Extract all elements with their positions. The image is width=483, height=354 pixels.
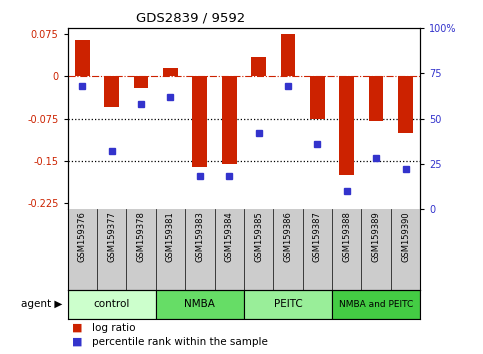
Text: GSM159384: GSM159384 (225, 211, 234, 262)
Bar (104, 76, 119, 107)
Text: percentile rank within the sample: percentile rank within the sample (92, 337, 268, 347)
Bar (222, 76, 237, 164)
Text: PEITC: PEITC (273, 299, 302, 309)
Text: GSM159378: GSM159378 (137, 211, 145, 262)
Text: GSM159383: GSM159383 (195, 211, 204, 262)
Bar (369, 76, 384, 121)
Bar (251, 57, 266, 76)
Bar (310, 76, 325, 119)
Text: GSM159376: GSM159376 (78, 211, 87, 262)
Bar (68, 290, 156, 319)
Text: GSM159377: GSM159377 (107, 211, 116, 262)
Text: GSM159388: GSM159388 (342, 211, 351, 262)
Bar (75, 40, 90, 76)
Text: GSM159390: GSM159390 (401, 211, 410, 262)
Bar (332, 290, 420, 319)
Bar (193, 76, 207, 166)
Text: GDS2839 / 9592: GDS2839 / 9592 (136, 12, 246, 25)
Bar (398, 76, 413, 133)
Bar (163, 68, 178, 76)
Bar (156, 290, 244, 319)
Text: control: control (94, 299, 130, 309)
Text: NMBA: NMBA (185, 299, 215, 309)
Text: agent ▶: agent ▶ (21, 299, 63, 309)
Text: log ratio: log ratio (92, 322, 135, 332)
Bar (340, 76, 354, 175)
Text: GSM159389: GSM159389 (371, 211, 381, 262)
Text: ■: ■ (72, 337, 83, 347)
Text: GSM159387: GSM159387 (313, 211, 322, 262)
Text: NMBA and PEITC: NMBA and PEITC (339, 300, 413, 309)
Bar (244, 290, 332, 319)
Text: ■: ■ (72, 322, 83, 332)
Bar (281, 34, 295, 76)
Text: GSM159386: GSM159386 (284, 211, 293, 262)
Text: GSM159385: GSM159385 (254, 211, 263, 262)
Text: GSM159381: GSM159381 (166, 211, 175, 262)
Bar (134, 76, 148, 87)
